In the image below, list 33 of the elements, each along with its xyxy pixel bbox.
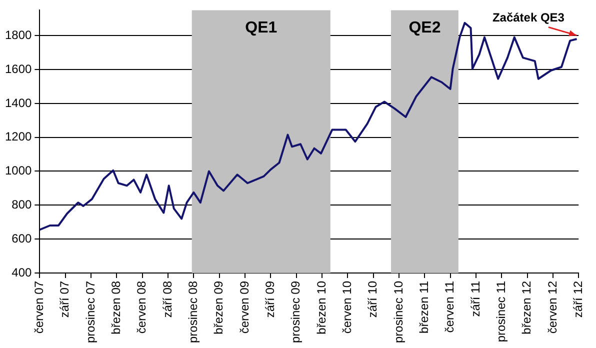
y-tick-label: 1400 — [4, 96, 32, 110]
x-tick-label: září 09 — [262, 280, 277, 318]
x-tick-label: březen 08 — [108, 280, 123, 334]
x-tick-label: září 11 — [468, 280, 482, 317]
x-tick-label: prosinec 11 — [494, 280, 508, 342]
y-tick-label: 1600 — [4, 62, 32, 76]
x-tick-label: červen 11 — [442, 280, 457, 333]
x-tick-label: červen 10 — [340, 280, 354, 334]
band-label: QE2 — [408, 20, 441, 37]
y-tick-label: 800 — [12, 197, 32, 212]
x-tick-label: prosinec 08 — [186, 280, 200, 344]
x-tick-label: březen 11 — [416, 280, 431, 334]
x-tick-label: prosinec 10 — [391, 280, 406, 344]
x-tick-label: březen 09 — [212, 280, 226, 334]
y-tick-label: 1000 — [4, 164, 32, 178]
x-tick-label: prosinec 07 — [83, 280, 98, 344]
y-tick-label: 1200 — [4, 130, 32, 144]
x-tick-label: září 12 — [570, 280, 585, 318]
x-tick-label: září 10 — [366, 280, 380, 318]
x-tick-label: červen 12 — [545, 280, 560, 334]
band-label: QE1 — [245, 20, 278, 37]
x-tick-label: červen 09 — [237, 280, 252, 334]
x-tick-label: březen 10 — [314, 280, 328, 334]
y-tick-label: 1800 — [4, 28, 32, 42]
y-tick-label: 600 — [12, 231, 32, 246]
x-tick-label: září 07 — [58, 280, 72, 318]
x-tick-label: červen 07 — [32, 280, 46, 334]
y-tick-label: 400 — [12, 265, 32, 280]
x-tick-label: září 08 — [160, 280, 174, 318]
annotation: Začátek QE3 — [492, 10, 565, 25]
x-tick-label: prosinec 09 — [288, 280, 303, 344]
x-tick-label: červen 08 — [134, 280, 149, 334]
x-tick-label: březen 12 — [520, 280, 534, 334]
